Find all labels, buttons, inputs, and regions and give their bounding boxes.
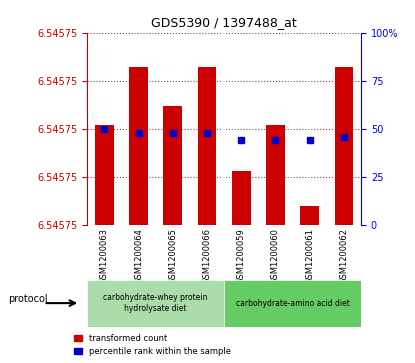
- Bar: [300, 206, 319, 225]
- Text: carbohydrate-amino acid diet: carbohydrate-amino acid diet: [236, 299, 349, 307]
- Bar: [95, 125, 114, 225]
- Title: GDS5390 / 1397488_at: GDS5390 / 1397488_at: [151, 16, 297, 29]
- Text: GSM1200064: GSM1200064: [134, 228, 143, 284]
- Text: GSM1200060: GSM1200060: [271, 228, 280, 284]
- Text: carbohydrate-whey protein
hydrolysate diet: carbohydrate-whey protein hydrolysate di…: [103, 293, 208, 313]
- Text: GSM1200059: GSM1200059: [237, 228, 246, 284]
- Text: GSM1200063: GSM1200063: [100, 228, 109, 284]
- Bar: [266, 125, 285, 225]
- Text: GSM1200061: GSM1200061: [305, 228, 314, 284]
- Bar: [164, 106, 182, 225]
- Bar: [224, 280, 361, 327]
- Bar: [129, 67, 148, 225]
- Bar: [334, 67, 353, 225]
- Bar: [87, 280, 224, 327]
- Bar: [198, 67, 216, 225]
- Legend: transformed count, percentile rank within the sample: transformed count, percentile rank withi…: [71, 330, 234, 359]
- Bar: [232, 171, 251, 225]
- Text: GSM1200066: GSM1200066: [203, 228, 212, 284]
- Text: protocol: protocol: [8, 294, 48, 305]
- Text: GSM1200065: GSM1200065: [168, 228, 177, 284]
- Text: GSM1200062: GSM1200062: [339, 228, 349, 284]
